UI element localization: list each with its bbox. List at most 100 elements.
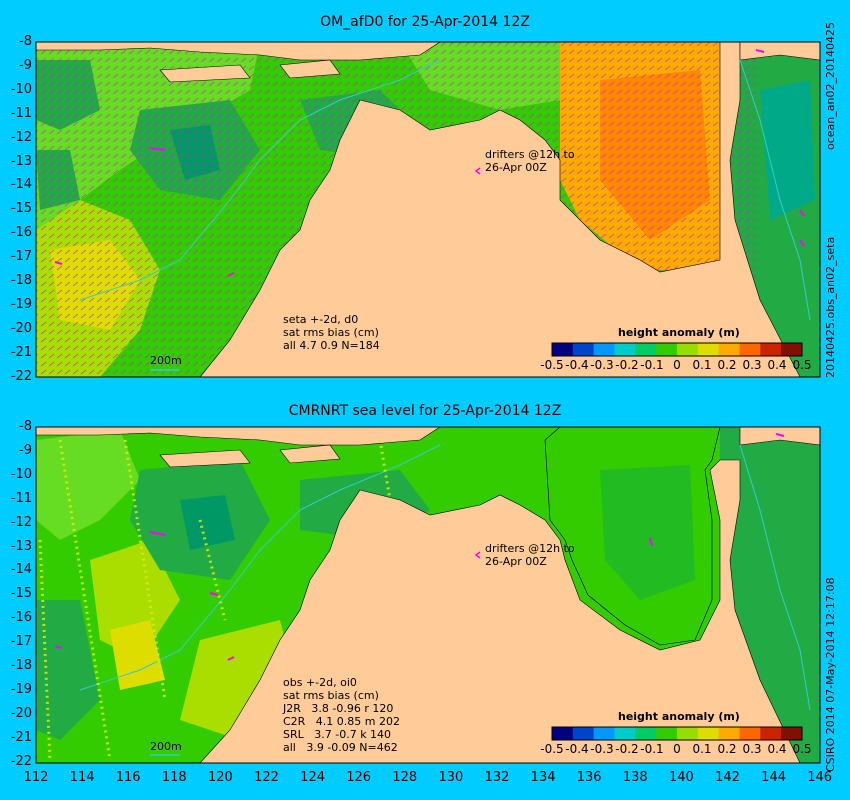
lon-tick: 116 <box>115 770 141 785</box>
panel-2-lat-tick: -16 <box>10 610 32 626</box>
colorbar-tick: -0.5 <box>540 742 564 756</box>
colorbar-tick: -0.4 <box>565 358 589 372</box>
panel-2-lat-tick: -19 <box>10 681 32 697</box>
lon-tick: 134 <box>530 770 556 785</box>
panel-1-lat-tick: -17 <box>10 249 32 265</box>
colorbar-tick: 0.4 <box>767 358 787 372</box>
colorbar-swatch <box>635 727 657 740</box>
lon-tick: 132 <box>484 770 510 785</box>
colorbar-swatch <box>593 727 615 740</box>
colorbar-tick: 0 <box>673 742 681 756</box>
colorbar-swatch <box>760 727 782 740</box>
lon-tick: 112 <box>23 770 49 785</box>
colorbar-swatch <box>656 727 678 740</box>
panel-1-lat-tick: -11 <box>10 105 32 121</box>
lon-tick: 124 <box>300 770 325 785</box>
panel-2-sea-overlay <box>530 427 720 650</box>
colorbar-frame <box>551 726 803 741</box>
panel-1-lat-tick: -15 <box>10 201 32 217</box>
colorbar-swatch <box>552 343 574 356</box>
side-label-top: ocean_an02_20140425 <box>824 22 837 150</box>
colorbar-tick: -0.3 <box>590 358 614 372</box>
panel-2-lat-tick: -8 <box>19 419 32 434</box>
lon-tick: 146 <box>807 770 833 785</box>
panel-2-lat-tick: -21 <box>10 729 32 745</box>
panel-2-gulf-sea <box>544 426 721 646</box>
panel-1-lat-tick: -8 <box>19 34 32 49</box>
colorbar-tick: 0.2 <box>717 742 737 756</box>
colorbar-tick: -0.3 <box>590 742 614 756</box>
colorbar-swatch <box>593 343 615 356</box>
panel-1-drifters-label: drifters @12h to 26-Apr 00Z <box>485 148 575 174</box>
panel-2-lat-tick: -12 <box>10 514 32 530</box>
panel-2-lat-tick: -9 <box>19 442 32 458</box>
colorbar-tick: -0.1 <box>640 742 664 756</box>
lon-tick: 114 <box>69 770 95 785</box>
panel-2-lat-tick: -11 <box>10 490 32 506</box>
lon-tick: 118 <box>161 770 187 785</box>
panel-2-lat-tick: -13 <box>10 538 32 554</box>
lon-tick: 144 <box>761 770 786 785</box>
panel-1-lat-tick: -19 <box>10 296 32 312</box>
panel-1-lat-tick: -16 <box>10 225 32 241</box>
colorbar-swatch <box>614 727 636 740</box>
panel-1-lat-tick: -14 <box>10 177 32 193</box>
panel-2-lat-tick: -10 <box>10 466 32 482</box>
panel-2-lat-tick: -14 <box>10 562 32 578</box>
panel-1-lat-tick: -21 <box>10 344 32 360</box>
panel-2-scale-label: 200m <box>150 740 182 753</box>
colorbar-swatch <box>781 343 803 356</box>
lon-tick: 130 <box>438 770 464 785</box>
colorbar-swatch <box>677 727 699 740</box>
panel-2-shelf-contour <box>79 444 811 711</box>
colorbar-tick: -0.5 <box>540 358 564 372</box>
colorbar-swatch <box>656 343 678 356</box>
colorbar-swatch <box>614 343 636 356</box>
side-label-mid: 20140425.obs_an02_seta <box>824 236 837 378</box>
panel-1-scale-label: 200m <box>150 354 182 367</box>
colorbar-tick: 0.2 <box>717 358 737 372</box>
panel-2-stats: obs +-2d, oi0 sat rms bias (cm) J2R 3.8 … <box>283 676 400 754</box>
panel-2-lat-tick: -22 <box>10 753 32 769</box>
colorbar-tick: -0.4 <box>565 742 589 756</box>
panel-2-lat-tick: -17 <box>10 634 32 650</box>
panel-1-stats: seta +-2d, d0 sat rms bias (cm) all 4.7 … <box>283 313 380 352</box>
colorbar-tick: 0.1 <box>692 742 712 756</box>
panel-1-lat-tick: -18 <box>10 273 32 288</box>
lon-tick: 122 <box>254 770 279 785</box>
colorbar-swatch <box>718 343 740 356</box>
panel-2-title: CMRNRT sea level for 25-Apr-2014 12Z <box>288 403 562 419</box>
panel-2-drifters-label: drifters @12h to 26-Apr 00Z <box>485 542 575 568</box>
panel-1-lat-tick: -22 <box>10 368 32 384</box>
panel-2-lat-tick: -18 <box>10 658 32 673</box>
colorbar-tick: 0.5 <box>792 358 812 372</box>
colorbar-swatch <box>552 727 574 740</box>
lon-tick: 142 <box>715 770 740 785</box>
colorbar-tick: 0.5 <box>792 742 812 756</box>
panel-1-lat-tick: -20 <box>10 320 32 336</box>
colorbar-swatch <box>635 343 657 356</box>
colorbar-tick: 0.3 <box>742 742 762 756</box>
colorbar-swatch <box>718 727 740 740</box>
panel-2-drifters <box>54 433 785 661</box>
colorbar-tick: -0.2 <box>615 358 639 372</box>
colorbar-tick: 0 <box>673 358 681 372</box>
lon-tick: 138 <box>622 770 648 785</box>
lon-tick: 120 <box>207 770 233 785</box>
panel-1-lat-tick: -9 <box>19 57 32 73</box>
colorbar-swatch <box>572 343 595 356</box>
colorbar-swatch <box>677 343 699 356</box>
lon-tick: 136 <box>576 770 602 785</box>
panel-1-shelf-contour <box>79 59 811 321</box>
colorbar-tick: 0.3 <box>742 358 762 372</box>
panel-1-drifters <box>54 49 805 277</box>
colorbar-tick: 0.4 <box>767 742 787 756</box>
colorbar-swatch <box>697 727 720 740</box>
panel-2-colorbar-title: height anomaly (m) <box>618 710 740 723</box>
panel-1-title: OM_afD0 for 25-Apr-2014 12Z <box>320 14 530 30</box>
colorbar-swatch <box>781 727 803 740</box>
